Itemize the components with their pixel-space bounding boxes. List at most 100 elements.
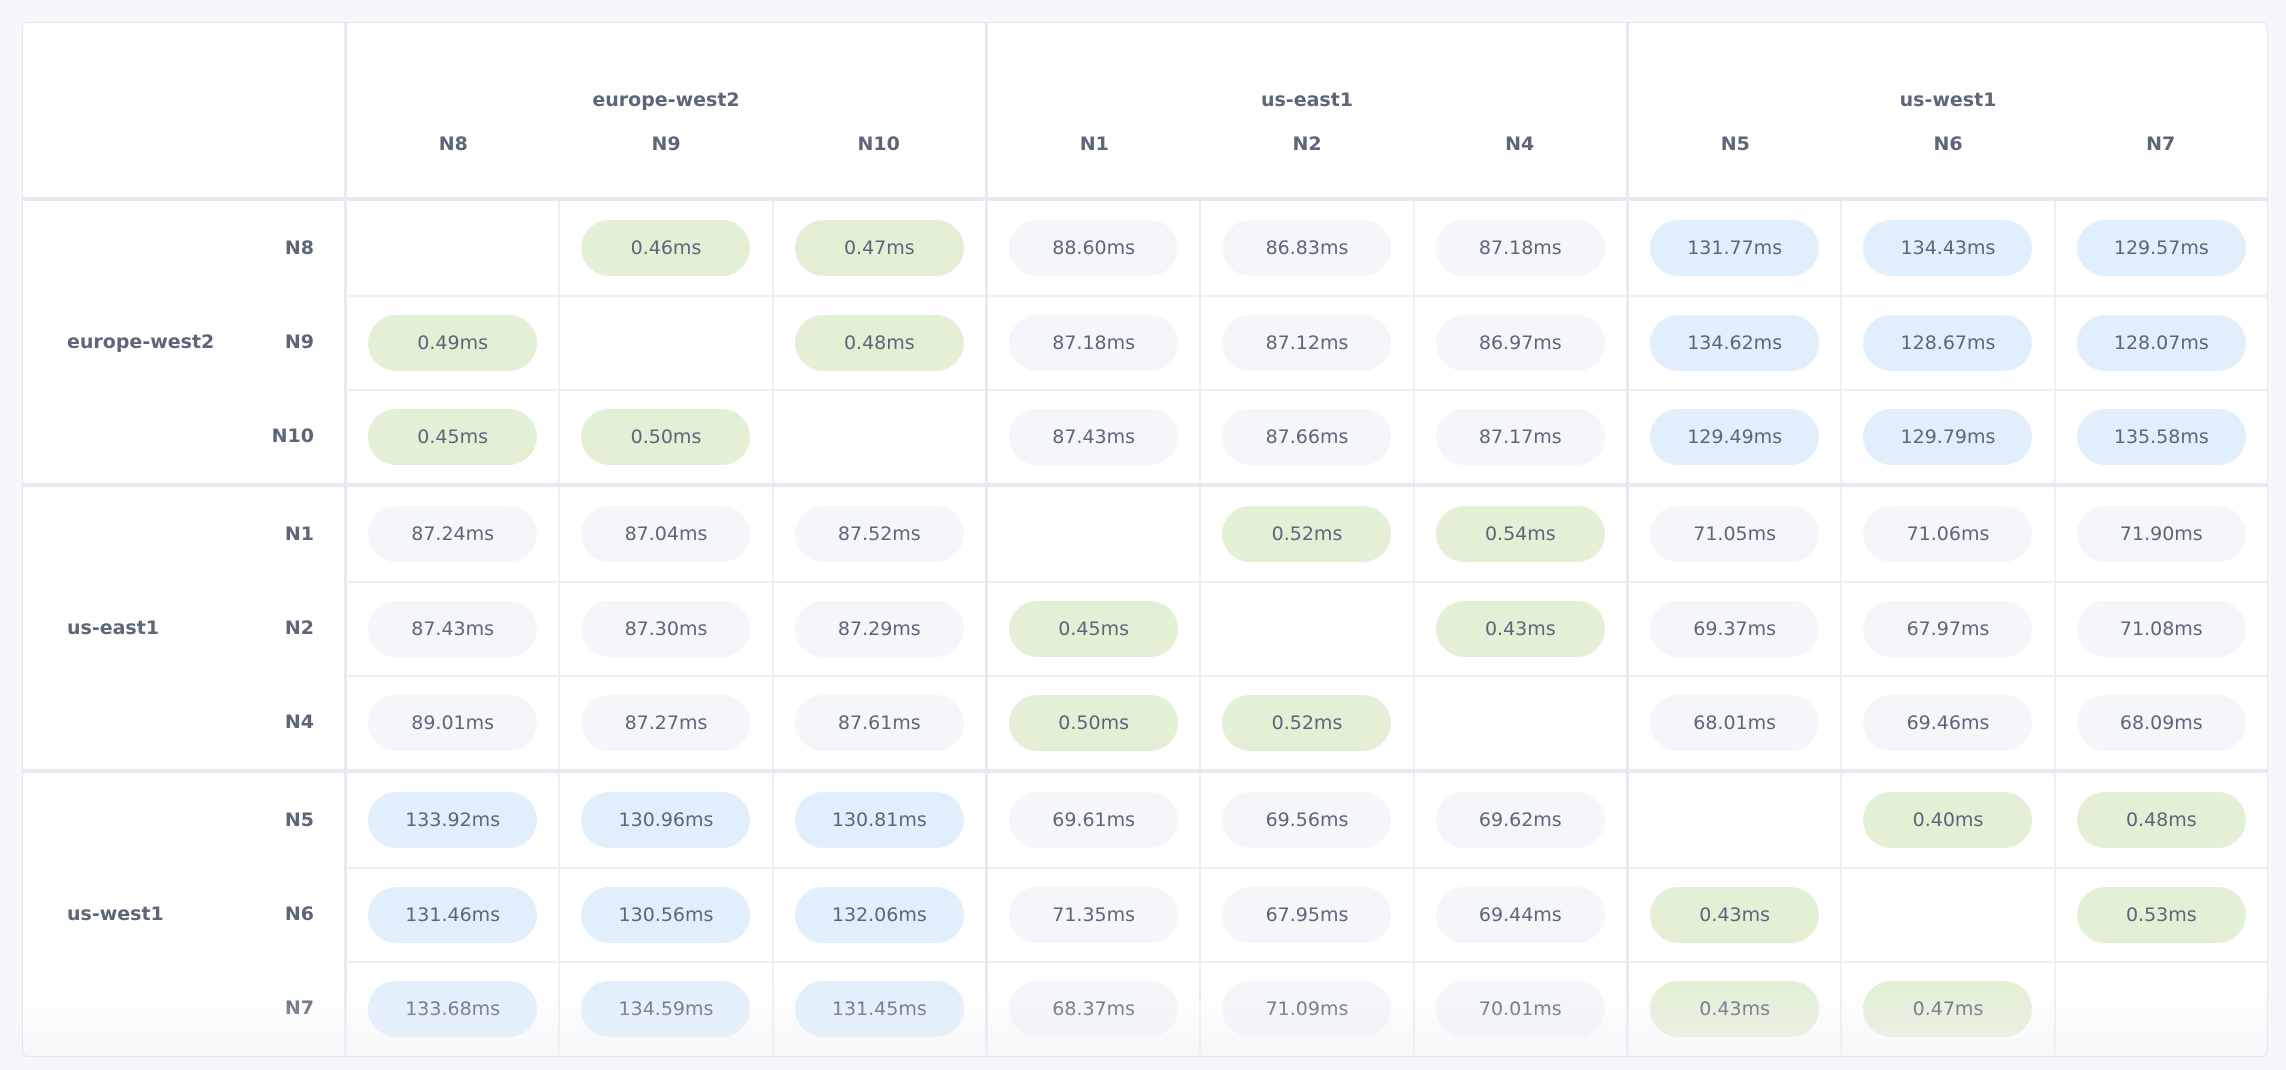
- column-group-europe-west2: europe-west2 N8 N9 N10: [344, 23, 985, 197]
- column-header: europe-west2 N8 N9 N10 us-east1 N1 N2 N4 us-west…: [23, 23, 2267, 201]
- matrix-cell: 71.06ms: [1840, 487, 2053, 581]
- column-group-us-east1: us-east1 N1 N2 N4: [985, 23, 1626, 197]
- latency-badge: 87.61ms: [794, 695, 964, 751]
- matrix-cell: 87.12ms: [1199, 297, 1412, 389]
- matrix-cell: 67.95ms: [1199, 869, 1412, 961]
- matrix-cell: 87.27ms: [558, 677, 771, 769]
- matrix-cell: 68.01ms: [1629, 677, 1840, 769]
- latency-badge: 135.58ms: [2076, 409, 2246, 465]
- latency-badge: 69.37ms: [1650, 601, 1820, 657]
- latency-badge: 0.46ms: [581, 220, 751, 276]
- matrix-cell: [988, 487, 1199, 581]
- table-row: 133.92ms 130.96ms 130.81ms: [347, 773, 985, 867]
- latency-badge: 87.66ms: [1222, 409, 1392, 465]
- matrix-cell: 128.67ms: [1840, 297, 2053, 389]
- column-node-labels: N8 N9 N10: [347, 123, 985, 197]
- column-region-label: us-west1: [1899, 89, 1997, 111]
- matrix-cell: 130.56ms: [558, 869, 771, 961]
- matrix-cell: [1412, 677, 1626, 769]
- latency-badge: 68.01ms: [1650, 695, 1820, 751]
- matrix-cell: 133.92ms: [347, 773, 558, 867]
- latency-badge: 0.50ms: [581, 409, 751, 465]
- matrix-cell: 69.44ms: [1412, 869, 1626, 961]
- matrix-cell: 0.45ms: [988, 583, 1199, 675]
- table-row: 69.37ms 67.97ms 71.08ms: [1629, 581, 2267, 675]
- cell-group: 87.24ms 87.04ms 87.52ms 87.43ms 87.30ms 87.29…: [344, 487, 985, 769]
- row-node-label: N9: [284, 331, 314, 353]
- row-node-label: N4: [284, 711, 314, 733]
- latency-badge: 87.18ms: [1435, 220, 1605, 276]
- matrix-cell: 129.49ms: [1629, 391, 1840, 483]
- matrix-cell: 87.43ms: [347, 583, 558, 675]
- table-row: 129.49ms 129.79ms 135.58ms: [1629, 389, 2267, 483]
- column-node-labels: N1 N2 N4: [988, 123, 1626, 197]
- column-node-label: N5: [1720, 133, 1750, 155]
- row-node-labels: N5 N6 N7: [224, 773, 344, 1055]
- matrix-cell: 0.49ms: [347, 297, 558, 389]
- latency-badge: 0.45ms: [368, 409, 538, 465]
- latency-badge: 0.50ms: [1009, 695, 1179, 751]
- latency-badge: 69.61ms: [1009, 792, 1179, 848]
- latency-badge: 69.46ms: [1863, 695, 2033, 751]
- row-group-us-east1: us-east1 N1 N2 N4 87.24ms 87.04ms 87.52ms 87.43…: [23, 487, 2267, 773]
- latency-badge: 68.09ms: [2076, 695, 2246, 751]
- table-row: 0.50ms 0.52ms: [988, 675, 1626, 769]
- column-node-label: N7: [2146, 133, 2176, 155]
- latency-badge: 87.18ms: [1009, 315, 1179, 371]
- latency-badge: 87.52ms: [794, 506, 964, 562]
- row-region-label: europe-west2: [67, 331, 215, 353]
- table-row: 0.43ms 0.53ms: [1629, 867, 2267, 961]
- matrix-cell: 131.46ms: [347, 869, 558, 961]
- latency-badge: 67.97ms: [1863, 601, 2033, 657]
- matrix-cell: 88.60ms: [988, 201, 1199, 295]
- latency-badge: 71.35ms: [1009, 887, 1179, 943]
- latency-badge: 130.56ms: [581, 887, 751, 943]
- latency-badge: 87.27ms: [581, 695, 751, 751]
- latency-badge: 128.67ms: [1863, 315, 2033, 371]
- latency-badge: 67.95ms: [1222, 887, 1392, 943]
- matrix-cell: 0.46ms: [558, 201, 771, 295]
- latency-badge: 87.24ms: [368, 506, 538, 562]
- matrix-cell: 130.81ms: [771, 773, 985, 867]
- matrix-cell: 0.43ms: [1412, 583, 1626, 675]
- latency-badge: 87.17ms: [1435, 409, 1605, 465]
- latency-badge: 69.62ms: [1435, 792, 1605, 848]
- matrix-cell: 133.68ms: [347, 963, 558, 1055]
- column-region-label: us-east1: [1260, 89, 1354, 111]
- table-row: 0.46ms 0.47ms: [347, 201, 985, 295]
- table-row: 68.01ms 69.46ms 68.09ms: [1629, 675, 2267, 769]
- latency-badge: 0.54ms: [1435, 506, 1605, 562]
- row-node-label: N1: [284, 523, 314, 545]
- latency-badge: 70.01ms: [1435, 981, 1605, 1037]
- row-labels: us-east1 N1 N2 N4: [23, 487, 344, 769]
- cell-group: 88.60ms 86.83ms 87.18ms 87.18ms 87.12ms 86.97…: [985, 201, 1626, 483]
- row-node-label: N10: [271, 425, 314, 447]
- matrix-cell: 87.52ms: [771, 487, 985, 581]
- matrix-cell: 86.83ms: [1199, 201, 1412, 295]
- column-region-label: europe-west2: [592, 89, 740, 111]
- matrix-cell: 128.07ms: [2053, 297, 2267, 389]
- column-group-us-west1: us-west1 N5 N6 N7: [1626, 23, 2267, 197]
- matrix-cell: 87.18ms: [1412, 201, 1626, 295]
- matrix-cell: 131.77ms: [1629, 201, 1840, 295]
- matrix-cell: 87.61ms: [771, 677, 985, 769]
- latency-badge: 130.81ms: [794, 792, 964, 848]
- latency-badge: 68.37ms: [1009, 981, 1179, 1037]
- matrix-cell: 131.45ms: [771, 963, 985, 1055]
- latency-badge: 134.59ms: [581, 981, 751, 1037]
- latency-badge: 69.56ms: [1222, 792, 1392, 848]
- row-node-labels: N1 N2 N4: [224, 487, 344, 769]
- column-node-label: N6: [1933, 133, 1963, 155]
- table-row: 0.40ms 0.48ms: [1629, 773, 2267, 867]
- matrix-cell: 87.18ms: [988, 297, 1199, 389]
- latency-badge: 134.43ms: [1863, 220, 2033, 276]
- row-node-label: N8: [284, 237, 314, 259]
- latency-badge: 129.57ms: [2076, 220, 2246, 276]
- matrix-cell: 87.66ms: [1199, 391, 1412, 483]
- table-row: 71.35ms 67.95ms 69.44ms: [988, 867, 1626, 961]
- matrix-cell: 68.09ms: [2053, 677, 2267, 769]
- table-row: 68.37ms 71.09ms 70.01ms: [988, 961, 1626, 1055]
- latency-badge: 129.79ms: [1863, 409, 2033, 465]
- latency-badge: 131.77ms: [1650, 220, 1820, 276]
- latency-badge: 86.97ms: [1435, 315, 1605, 371]
